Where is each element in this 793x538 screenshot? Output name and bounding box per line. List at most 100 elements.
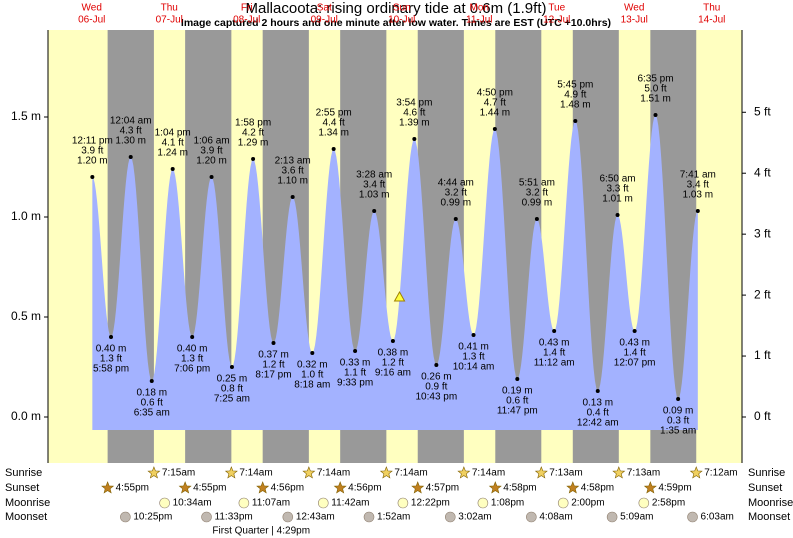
sunset-time: 4:56pm [348,483,381,494]
tide-label: 0.33 m [340,358,371,369]
tide-label: 1:35 am [660,426,696,437]
day-date: 11-Jul [466,15,493,26]
tide-point [573,119,578,123]
tide-label: 2:55 pm [316,108,352,119]
tide-label: 3.2 ft [526,188,548,199]
tide-label: 12:42 am [577,418,619,429]
tide-label: 1.29 m [238,138,269,149]
row-label: Moonrise [748,497,793,509]
tide-label: 3:28 am [356,170,392,181]
tide-point [653,113,658,117]
sun-icon [256,481,270,494]
sun-icon [333,481,347,494]
y2-tick-label: 4 ft [754,165,771,179]
tide-point [310,351,315,355]
tide-label: 1.48 m [560,100,591,111]
tide-label: 4.1 ft [162,138,184,149]
row-label: Moonset [748,511,790,523]
tide-label: 0.41 m [458,342,489,353]
sun-icon [689,466,703,479]
tide-point [170,167,175,171]
tide-point [90,175,95,179]
tide-area [92,115,698,430]
day-name: Thu [161,3,178,14]
moonset-time: 3:02am [458,512,491,523]
tide-label: 10:14 am [453,362,495,373]
tide-label: 2:13 am [275,156,311,167]
tide-label: 1.34 m [318,128,349,139]
tide-label: 3.2 ft [445,188,467,199]
tide-label: 4:44 am [438,178,474,189]
tide-label: 1.03 m [683,190,714,201]
moon-icon [363,511,375,523]
sun-icon [457,466,471,479]
tide-label: 1.1 ft [344,368,366,379]
tide-label: 1.20 m [196,156,227,167]
tide-label: 5:45 pm [557,80,593,91]
day-date: 12-Jul [543,15,570,26]
tide-point [271,341,276,345]
tide-label: 1:06 am [193,136,229,147]
day-name: Wed [624,3,644,14]
tide-point [595,389,600,393]
chart-title: Mallacoota: rising ordinary tide at 0.6m… [246,0,547,17]
sunset-time: 4:55pm [193,483,226,494]
tide-label: 1:04 pm [155,128,191,139]
tide-label: 1.20 m [77,156,108,167]
tide-label: 0.3 ft [667,416,689,427]
moonrise-time: 2:00pm [571,498,604,509]
day-name: Tue [548,3,565,14]
moon-icon [526,511,537,523]
tide-label: 4:50 pm [477,88,513,99]
moonset-time: 11:33pm [215,512,253,523]
tide-label: 0.6 ft [506,396,528,407]
y2-tick-label: 2 ft [754,287,771,301]
tide-point [209,175,214,179]
tide-point [190,335,195,339]
sun-icon [643,481,657,494]
tide-label: 5:51 am [519,178,555,189]
current-marker [393,290,406,302]
row-label: Sunset [748,482,782,494]
tide-point [676,397,681,401]
sunrise-time: 7:14am [317,468,350,479]
tide-label: 6:35 am [134,408,170,419]
tide-point [615,213,620,217]
row-label: Sunset [5,482,39,494]
tide-label: 0.99 m [522,198,553,209]
tide-label: 0.13 m [582,398,613,409]
tide-label: 3.4 ft [363,180,385,191]
tide-label: 4.7 ft [484,98,506,109]
tide-label: 1.2 ft [262,360,284,371]
tide-label: 1.3 ft [462,352,484,363]
moonset-time: 6:03am [701,512,734,523]
tide-label: 3:54 pm [396,98,432,109]
tide-label: 1.0 ft [301,370,323,381]
day-date: 08-Jul [233,15,260,26]
y-tick-label: 0.0 m [11,409,41,423]
y2-tick-label: 5 ft [754,104,771,118]
sun-icon [534,466,548,479]
tide-label: 1.10 m [277,176,308,187]
tide-point [251,157,256,161]
moon-icon [282,511,294,523]
tide-label: 3.4 ft [687,180,709,191]
day-name: Thu [703,3,720,14]
moonrise-time: 2:58pm [652,498,685,509]
moonset-time: 1:52am [377,512,410,523]
sunrise-time: 7:14am [394,468,427,479]
sun-icon [224,466,238,479]
moonrise-time: 11:07am [252,498,290,509]
y2-tick-label: 0 ft [754,409,771,423]
moonrise-time: 1:08pm [491,498,524,509]
tide-label: 5:58 pm [93,364,129,375]
tide-label: 12:04 am [110,116,152,127]
y2-tick-label: 1 ft [754,348,771,362]
y-tick-label: 1.5 m [11,109,41,123]
tide-label: 9:16 am [375,368,411,379]
tide-label: 1.51 m [640,94,671,105]
tide-label: 9:33 pm [337,378,373,389]
tide-label: 0.18 m [136,388,167,399]
sunrise-time: 7:14am [472,468,505,479]
